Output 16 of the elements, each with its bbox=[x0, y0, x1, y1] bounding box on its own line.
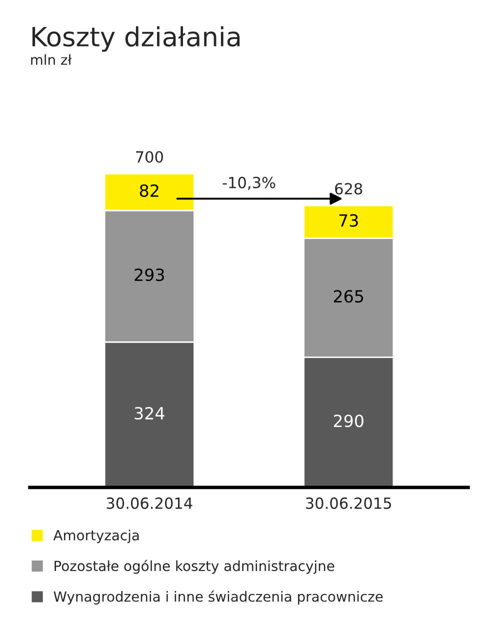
legend-label: Wynagrodzenia i inne świadczenia pracownicze bbox=[54, 590, 383, 604]
data-label: 290 bbox=[334, 414, 364, 428]
chart-subtitle: mln zł bbox=[31, 54, 72, 65]
chart-title: Koszty działania bbox=[32, 26, 240, 52]
annotation: -10,3% bbox=[222, 176, 276, 190]
x-tick-label: 30.06.2014 bbox=[106, 497, 192, 509]
data-label: 82 bbox=[140, 184, 158, 197]
total-label: 628 bbox=[335, 182, 362, 195]
data-label: 293 bbox=[134, 268, 164, 282]
legend-label: Pozostałe ogólne koszty administracyjne bbox=[54, 560, 334, 574]
legend-label: Amortyzacja bbox=[53, 530, 139, 544]
x-tick-label: 30.06.2015 bbox=[306, 497, 392, 509]
data-label: 73 bbox=[339, 214, 358, 227]
data-label: 324 bbox=[134, 406, 164, 420]
total-label: 700 bbox=[136, 151, 163, 163]
data-label: 265 bbox=[334, 290, 364, 303]
